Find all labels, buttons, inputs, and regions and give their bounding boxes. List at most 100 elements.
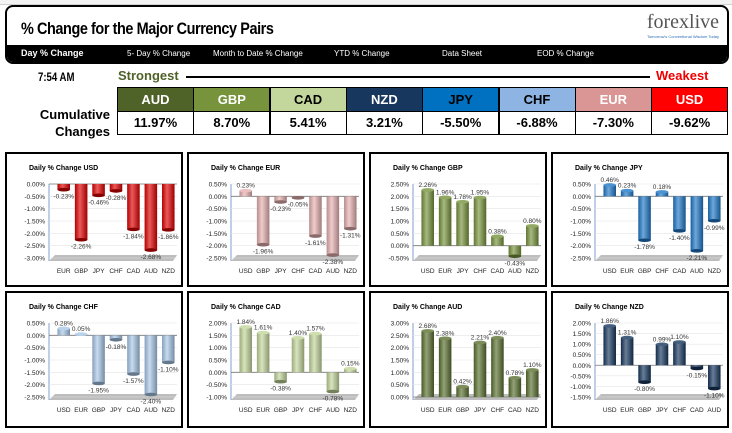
x-tick-label: USD: [603, 268, 617, 275]
chart-panel: Daily % Change NZD 2.00% 1.50% 1.00% 0.50% 0.…: [551, 291, 729, 428]
forexlive-logo: forexlive Tomorrow's Conventional Wisdom…: [646, 11, 719, 39]
rank-value: -5.50%: [423, 112, 499, 134]
x-tick-label: AUD: [508, 268, 522, 275]
bar-cad: [491, 236, 504, 246]
bar-cap: [92, 381, 105, 386]
nav-ytd-change[interactable]: YTD % Change: [334, 49, 390, 58]
rank-currency: CHF: [499, 88, 575, 112]
bar-nzd: [344, 368, 357, 373]
y-tick-label: -2.50%: [24, 395, 45, 402]
x-tick-label: USD: [421, 407, 435, 414]
x-tick-label: EUR: [438, 268, 452, 275]
bar-jpy: [109, 335, 123, 340]
rank-currency: EUR: [575, 88, 651, 112]
y-tick-label: 0.00%: [209, 370, 228, 377]
data-label: -0.15%: [687, 372, 708, 379]
data-label: -1.61%: [305, 240, 326, 247]
y-tick-label: 1.00%: [573, 342, 592, 349]
bar-cap: [491, 336, 504, 340]
data-label: -0.23%: [270, 206, 291, 213]
data-label: -0.99%: [704, 225, 725, 232]
nav-data-sheet[interactable]: Data Sheet: [442, 49, 483, 58]
data-label: 2.38%: [436, 330, 455, 337]
nav-eod-change[interactable]: EOD % Change: [537, 49, 594, 58]
data-label: -0.38%: [270, 386, 291, 393]
y-tick-label: 2.50%: [391, 333, 410, 340]
y-tick-label: 1.00%: [209, 345, 228, 352]
y-tick-label: -0.50%: [24, 345, 45, 352]
x-tick-label: AUD: [326, 407, 340, 414]
x-tick-label: CAD: [508, 407, 522, 414]
bar-cap: [673, 229, 686, 233]
data-label: 0.05%: [72, 326, 91, 333]
chart-panel: Daily % Change EUR 0.50% 0.00% -0.50% -1.00%…: [187, 152, 365, 287]
y-tick-label: -1.00%: [24, 206, 45, 213]
data-label: 1.86%: [600, 318, 619, 325]
x-tick-label: USD: [239, 268, 253, 275]
y-tick-label: 0.00%: [27, 182, 46, 189]
x-tick-label: NZD: [526, 268, 540, 275]
y-tick-label: 0.00%: [391, 243, 410, 250]
data-label: 1.40%: [289, 330, 308, 337]
bar-cap: [673, 340, 686, 344]
data-label: -0.28%: [106, 195, 127, 202]
data-label: -0.46%: [88, 199, 109, 206]
x-tick-label: EUR: [57, 268, 71, 275]
bar-gbp: [638, 365, 651, 383]
bar-aud: [144, 335, 158, 395]
rank-box-nzd: NZD 3.21%: [345, 87, 423, 135]
bar-cap: [256, 330, 270, 335]
chart-title: Daily % Change EUR: [211, 165, 280, 172]
y-tick-label: 0.50%: [573, 182, 592, 189]
y-tick-label: 0.00%: [27, 333, 46, 340]
bar-chf: [109, 184, 123, 191]
data-label: -1.78%: [634, 244, 655, 251]
rank-value: -9.62%: [652, 112, 728, 134]
data-label: -1.96%: [253, 249, 274, 256]
bar-chf: [473, 197, 487, 246]
y-tick-label: -1.00%: [24, 358, 45, 365]
data-label: 0.23%: [236, 183, 255, 190]
y-tick-label: -2.00%: [206, 243, 227, 250]
nav-bar: Day % Change 5- Day % Change Month to Da…: [7, 45, 727, 62]
data-label: 1.96%: [436, 189, 455, 196]
data-label: -0.23%: [53, 194, 74, 201]
data-label: 1.95%: [471, 190, 490, 197]
x-tick-label: CAD: [127, 268, 141, 275]
y-tick-label: 0.00%: [573, 363, 592, 370]
data-label: 2.68%: [418, 323, 437, 330]
rank-box-aud: AUD 11.97%: [117, 87, 194, 135]
bar-cap: [421, 188, 434, 192]
bar-cap: [57, 187, 70, 192]
data-label: 0.23%: [618, 183, 637, 190]
nav-mtd-change[interactable]: Month to Date % Change: [213, 49, 303, 58]
bar-cap: [162, 228, 175, 232]
data-label: 0.38%: [488, 228, 507, 235]
data-label: -2.38%: [323, 259, 344, 266]
bar-gbp: [456, 386, 469, 397]
bar-cap: [508, 254, 522, 259]
nav-day-change[interactable]: Day % Change: [21, 48, 84, 58]
bar-aud: [144, 184, 158, 251]
bar-nzd: [526, 369, 539, 397]
x-tick-label: GBP: [638, 407, 652, 414]
bar-usd: [603, 184, 616, 197]
y-tick-label: -2.50%: [206, 256, 227, 263]
y-tick-label: -1.00%: [570, 384, 591, 391]
x-tick-label: USD: [239, 407, 253, 414]
x-tick-label: GBP: [456, 407, 470, 414]
x-tick-label: CHF: [473, 268, 486, 275]
chart-title: Daily % Change CHF: [29, 304, 99, 311]
bar-usd: [421, 330, 434, 397]
y-tick-label: 2.00%: [391, 194, 410, 201]
x-tick-label: JPY: [457, 268, 470, 275]
bar-cap: [309, 234, 322, 238]
rank-box-gbp: GBP 8.70%: [193, 87, 271, 135]
data-label: 0.18%: [653, 184, 672, 191]
y-tick-label: 1.50%: [209, 333, 228, 340]
nav-5-day-change[interactable]: 5- Day % Change: [127, 49, 191, 58]
y-tick-label: -0.50%: [570, 373, 591, 380]
x-tick-label: JPY: [275, 268, 288, 275]
data-label: -1.95%: [88, 387, 109, 394]
y-tick-label: 0.00%: [573, 194, 592, 201]
